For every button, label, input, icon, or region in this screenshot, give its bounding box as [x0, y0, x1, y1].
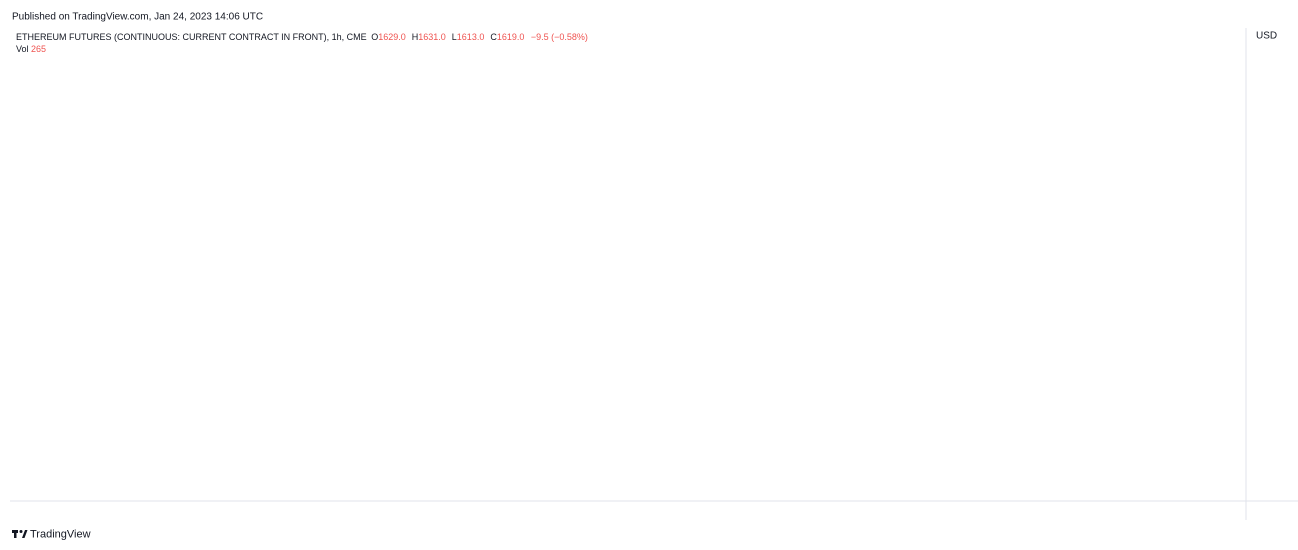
logo-mark — [22, 530, 28, 538]
logo-mark — [19, 530, 23, 533]
published-note: Published on TradingView.com, Jan 24, 20… — [12, 12, 263, 23]
change: −9.5 (−0.58%) — [530, 32, 588, 42]
field-value: 1619.0 — [496, 32, 525, 42]
logo-mark — [14, 530, 17, 538]
volume-key: Vol — [16, 44, 29, 54]
brand: TradingView — [30, 528, 91, 540]
footer-logo: TradingView — [12, 528, 91, 540]
field-value: 1629.0 — [378, 32, 406, 42]
field-value: 1631.0 — [418, 32, 446, 42]
volume-value: 265 — [31, 44, 47, 54]
field-key: C — [490, 32, 497, 42]
field-key: H — [411, 32, 419, 42]
field-key: O — [371, 32, 379, 42]
ohlc-fields: O1629.0 H1631.0 L1613.0 C1619.0 — [369, 32, 528, 42]
symbol: ETHEREUM FUTURES (CONTINUOUS: CURRENT CO… — [16, 32, 367, 42]
legend: ETHEREUM FUTURES (CONTINUOUS: CURRENT CO… — [16, 31, 592, 55]
field-key: L — [451, 32, 457, 42]
currency: USD — [1256, 31, 1277, 42]
field-value: 1613.0 — [456, 32, 485, 42]
